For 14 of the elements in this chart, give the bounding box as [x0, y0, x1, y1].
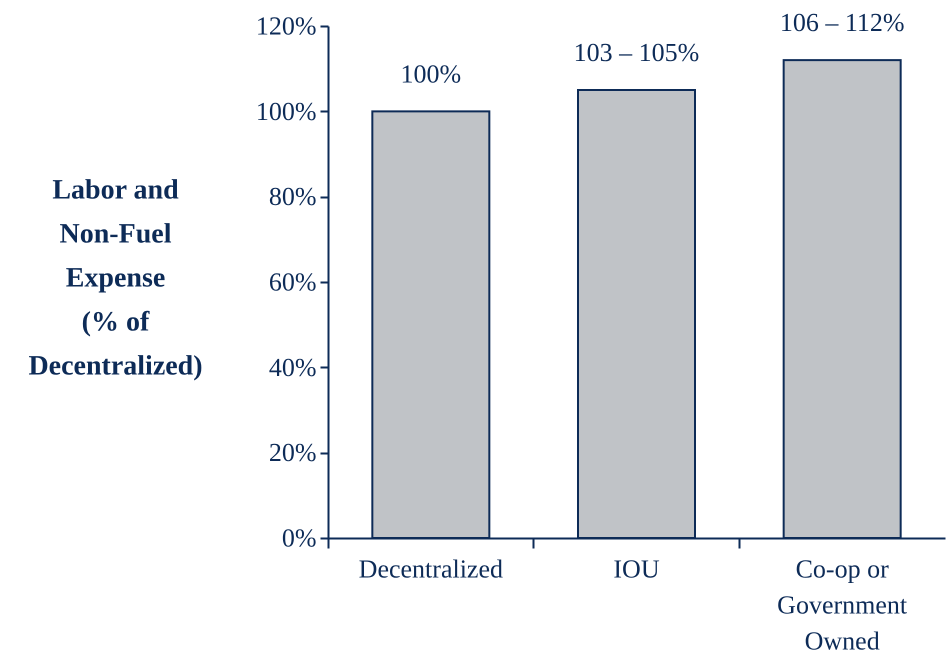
y-tick-label: 20% [268, 438, 316, 468]
annotation: 100% [400, 59, 462, 88]
y-tick-label: 120% [256, 12, 316, 40]
y-tick-label: 40% [268, 352, 316, 382]
x-tick-label: IOU [613, 554, 660, 584]
annotation: 103 – 105% [574, 38, 700, 67]
x-tick-label: Decentralized [358, 554, 504, 584]
y-tick-label: 80% [268, 182, 316, 212]
y-tick-label: 100% [256, 96, 316, 126]
y-axis-title: Labor and Non-Fuel Expense (% of Decentralized) [28, 174, 203, 382]
x-tick-label: Co-op or Government Owned [777, 554, 908, 656]
y-tick-label: 60% [268, 268, 316, 296]
y-tick-label: 0% [282, 524, 316, 552]
annotation: 106 – 112% [780, 8, 905, 38]
